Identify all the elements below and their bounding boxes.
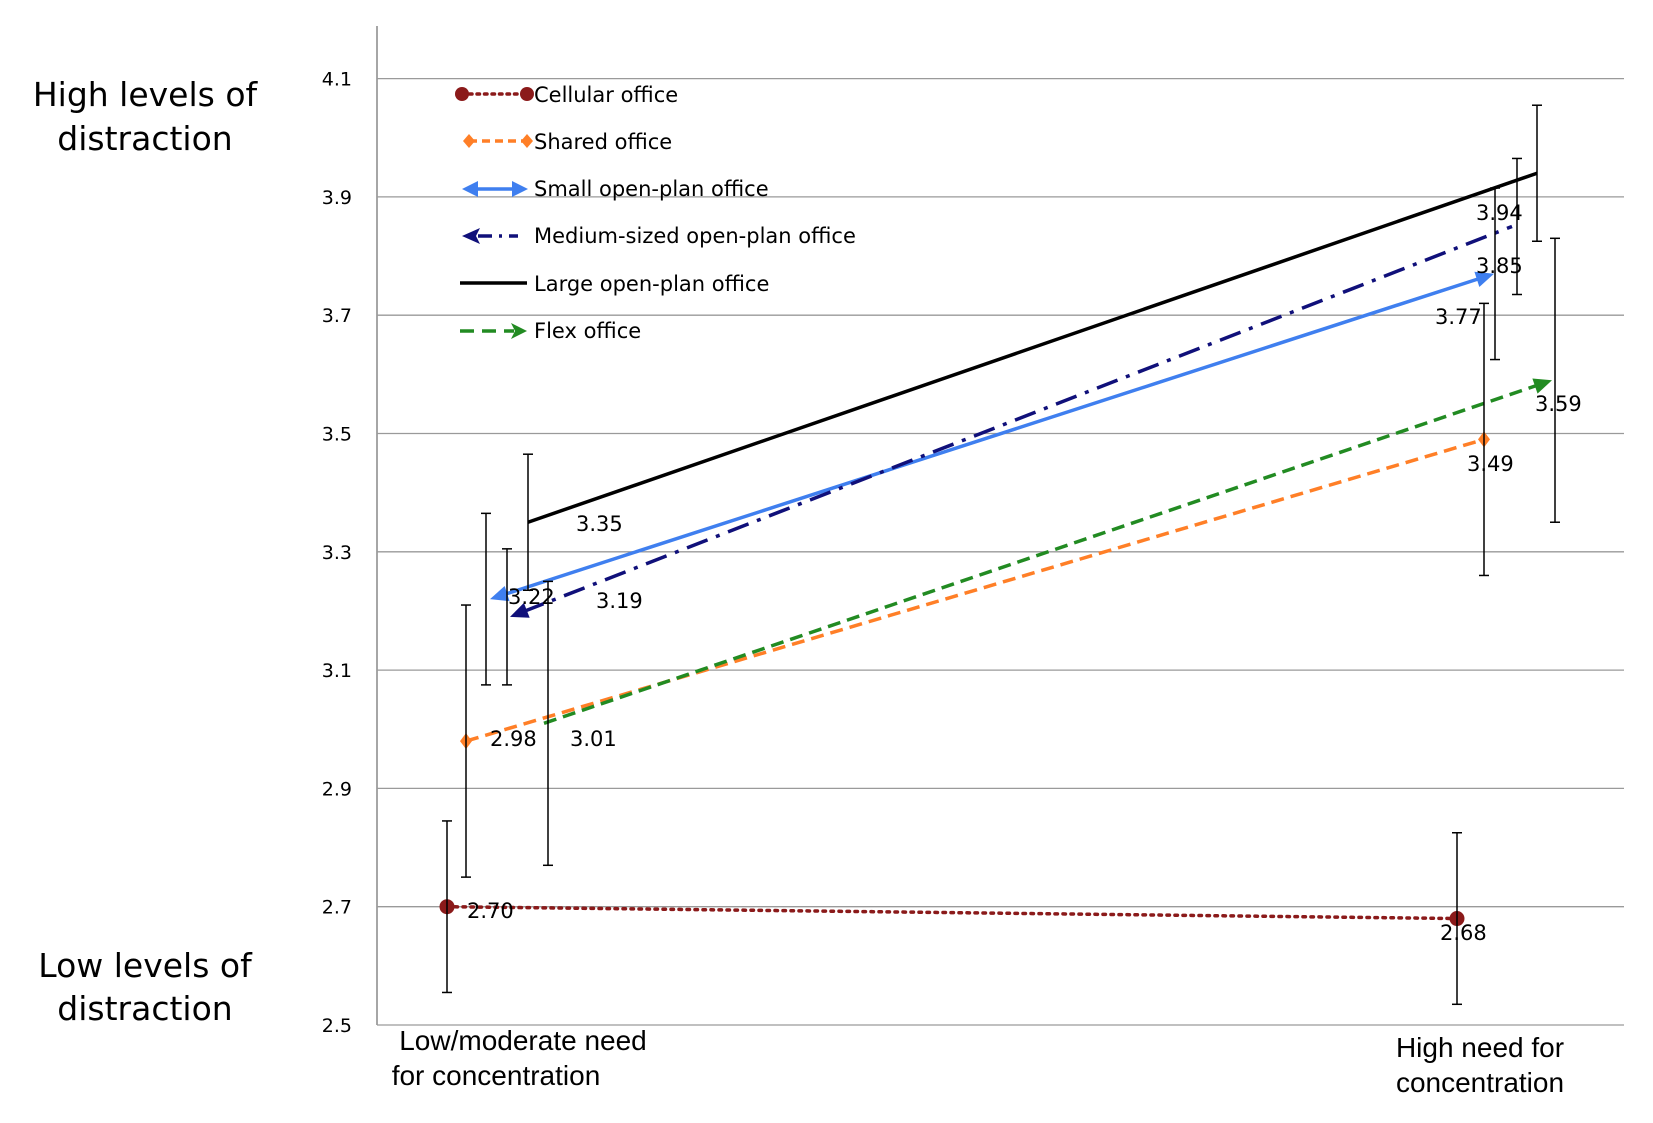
legend-arrowhead-small-left <box>462 181 478 197</box>
error-bar-large-open-plan-office-low <box>523 453 533 591</box>
y-tick-label-3-1: 3.1 <box>322 660 352 682</box>
series-line-medium-sized-open-plan-office <box>522 224 1513 614</box>
x-category-label-high-line1: High need for <box>1396 1032 1564 1063</box>
data-labels: 2.70 2.68 2.98 3.49 3.22 3.77 3.19 3.85 3.35 3.94… <box>467 201 1582 945</box>
data-label-small-open-plan-office-low: 3.22 <box>508 585 555 609</box>
low-distraction-label-line1: Low levels of <box>38 946 253 985</box>
legend-marker-shared-office-left <box>463 134 475 148</box>
error-bar-large-open-plan-office-high <box>1532 104 1542 243</box>
error-bar-shared-office-high <box>1479 302 1489 577</box>
data-label-flex-office-high: 3.59 <box>1535 392 1582 416</box>
x-category-label-low-line1: Low/moderate need <box>399 1025 647 1056</box>
y-tick-labels: 2.5 2.7 2.9 3.1 3.3 3.5 3.7 3.9 4.1 <box>322 69 352 1037</box>
legend-item-large-open-plan-office: Large open-plan office <box>460 272 769 296</box>
plot-area: 2.5 2.7 2.9 3.1 3.3 3.5 3.7 3.9 4.1 <box>322 26 1624 1037</box>
legend-arrowhead-flex-office <box>511 323 527 339</box>
error-bar-flex-office-low <box>543 580 553 867</box>
series-line-shared-office <box>465 437 1485 743</box>
legend-item-medium-open-plan-office: Medium-sized open-plan office <box>462 224 856 248</box>
arrowhead-left-small-open-plan-office <box>490 585 510 602</box>
y-tick-label-3-7: 3.7 <box>322 305 352 327</box>
legend-arrowhead-small-right <box>512 181 528 197</box>
data-label-large-open-plan-office-high: 3.94 <box>1476 201 1523 225</box>
series-medium-sized-open-plan-office <box>510 224 1513 618</box>
data-label-medium-sized-open-plan-office-high: 3.85 <box>1476 254 1523 278</box>
legend-label-medium-open-plan-office: Medium-sized open-plan office <box>534 224 856 248</box>
series-line-small-open-plan-office <box>502 276 1482 597</box>
error-bar-small-open-plan-office-high <box>1490 187 1500 361</box>
error-bar-medium-sized-open-plan-office-low <box>502 548 512 686</box>
data-label-cellular-office-low: 2.70 <box>467 899 514 923</box>
series-line-cellular-office <box>445 904 1459 921</box>
y-tick-label-2-5: 2.5 <box>322 1015 352 1037</box>
error-bar-small-open-plan-office-low <box>481 512 491 686</box>
error-bars <box>442 104 1560 1006</box>
arrowhead-right-flex-office <box>1532 378 1552 394</box>
legend-label-flex-office: Flex office <box>534 319 641 343</box>
data-label-shared-office-low: 2.98 <box>490 727 537 751</box>
legend-item-small-open-plan-office: Small open-plan office <box>462 177 769 201</box>
y-tick-label-3-9: 3.9 <box>322 187 352 209</box>
y-tick-label-2-7: 2.7 <box>322 897 352 919</box>
low-distraction-label-line2: distraction <box>57 989 232 1028</box>
data-label-cellular-office-high: 2.68 <box>1440 921 1487 945</box>
series-line-flex-office <box>543 383 1540 725</box>
series-small-open-plan-office <box>490 271 1494 602</box>
legend-marker-cellular-office-left <box>455 87 469 101</box>
legend-label-shared-office: Shared office <box>534 130 672 154</box>
series-flex-office <box>543 378 1552 725</box>
legend-item-shared-office: Shared office <box>463 130 672 154</box>
legend-label-cellular-office: Cellular office <box>534 83 678 107</box>
legend: Cellular office Shared office Small open… <box>455 83 856 343</box>
legend-arrowhead-medium-left <box>462 228 480 244</box>
high-distraction-label-line1: High levels of <box>33 75 259 114</box>
data-label-large-open-plan-office-low: 3.35 <box>576 512 623 536</box>
y-tick-label-4-1: 4.1 <box>322 69 352 91</box>
legend-label-large-open-plan-office: Large open-plan office <box>534 272 769 296</box>
legend-item-cellular-office: Cellular office <box>455 83 678 107</box>
error-bar-flex-office-high <box>1550 237 1560 523</box>
series-line-large-open-plan-office <box>527 171 1538 524</box>
data-label-shared-office-high: 3.49 <box>1467 452 1514 476</box>
x-category-label-low-line2: for concentration <box>392 1060 601 1091</box>
x-category-label-high-line2: concentration <box>1396 1067 1564 1098</box>
error-bar-shared-office-low <box>461 604 471 878</box>
legend-item-flex-office: Flex office <box>460 319 641 343</box>
data-label-flex-office-low: 3.01 <box>570 727 617 751</box>
arrowhead-right-small-open-plan-office <box>1474 271 1494 287</box>
data-label-small-open-plan-office-high: 3.77 <box>1435 305 1482 329</box>
series-large-open-plan-office <box>527 171 1538 524</box>
y-tick-label-2-9: 2.9 <box>322 778 352 800</box>
gridlines <box>377 77 1624 1026</box>
arrowhead-left-medium-sized-open-plan-office <box>510 602 530 618</box>
error-bar-cellular-office-low <box>442 820 452 994</box>
series-cellular-office <box>439 899 1465 927</box>
legend-label-small-open-plan-office: Small open-plan office <box>534 177 769 201</box>
y-tick-label-3-5: 3.5 <box>322 424 352 446</box>
high-distraction-label-line2: distraction <box>57 119 232 158</box>
data-label-medium-sized-open-plan-office-low: 3.19 <box>596 589 643 613</box>
legend-marker-shared-office-right <box>521 134 533 148</box>
y-tick-label-3-3: 3.3 <box>322 542 352 564</box>
error-bar-medium-sized-open-plan-office-high <box>1512 157 1522 296</box>
legend-marker-cellular-office-right <box>520 87 534 101</box>
error-bar-cellular-office-high <box>1452 832 1462 1006</box>
